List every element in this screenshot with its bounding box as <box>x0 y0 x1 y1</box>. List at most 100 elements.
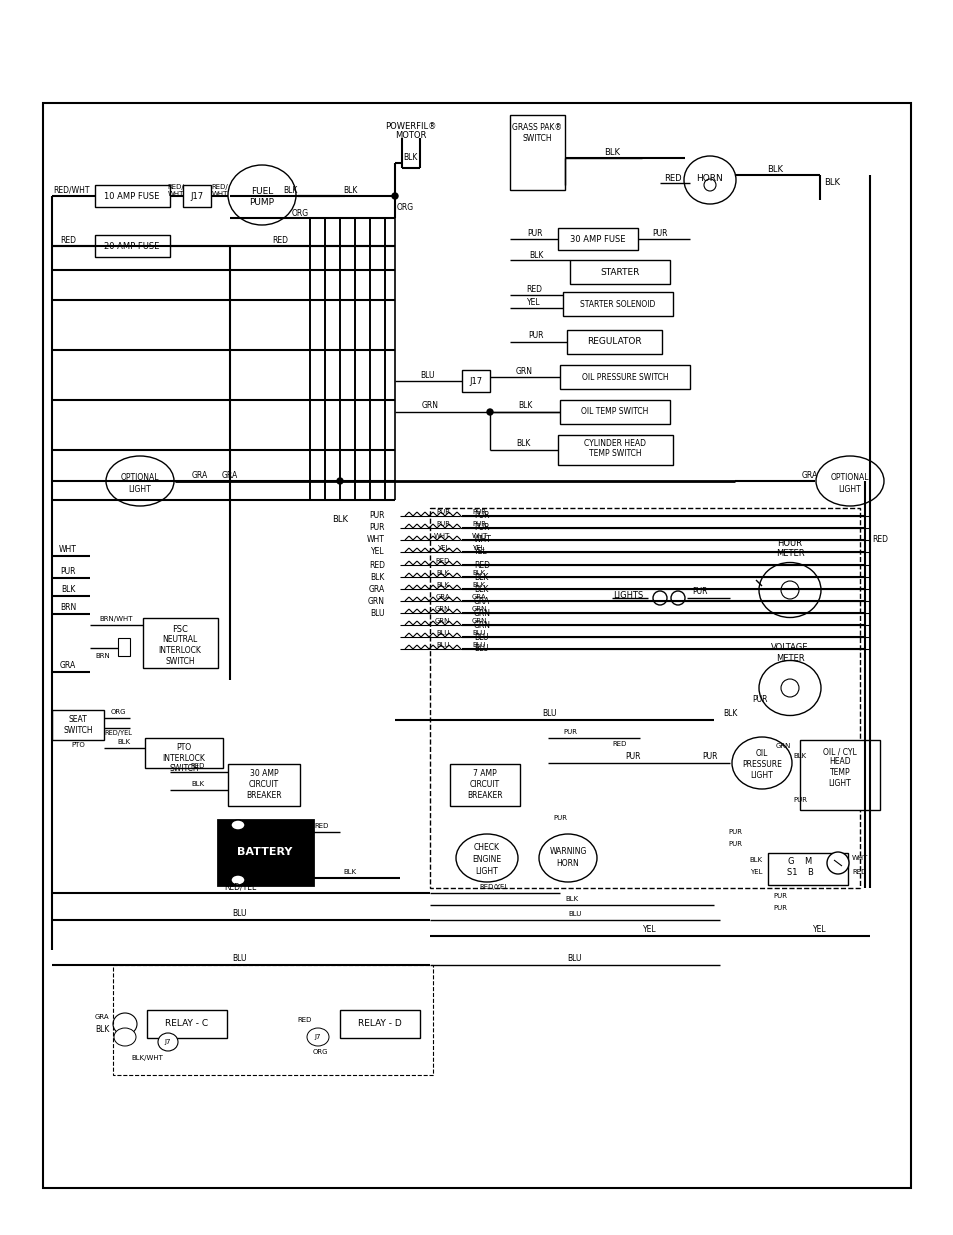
Text: OPTIONAL: OPTIONAL <box>830 473 868 482</box>
Text: POWERFIL®: POWERFIL® <box>385 121 436 131</box>
Bar <box>112 965 433 1074</box>
Bar <box>430 508 859 888</box>
Text: GRA: GRA <box>94 1014 110 1020</box>
Ellipse shape <box>670 592 684 605</box>
Text: TEMP SWITCH: TEMP SWITCH <box>588 450 640 458</box>
Ellipse shape <box>456 834 517 882</box>
Bar <box>558 435 672 466</box>
Ellipse shape <box>112 1013 137 1035</box>
Text: CIRCUIT: CIRCUIT <box>470 781 499 789</box>
Text: BLK: BLK <box>343 869 356 876</box>
Text: BRN: BRN <box>95 653 111 659</box>
Ellipse shape <box>683 156 735 204</box>
Text: PUR: PUR <box>727 829 741 835</box>
Text: GRA: GRA <box>222 471 238 479</box>
Text: OIL PRESSURE SWITCH: OIL PRESSURE SWITCH <box>581 373 668 382</box>
Text: PUR: PUR <box>727 841 741 847</box>
Text: METER: METER <box>775 550 803 558</box>
Text: BLK: BLK <box>528 251 542 259</box>
Text: PUR: PUR <box>692 588 707 597</box>
Bar <box>339 1010 419 1037</box>
Text: FSC: FSC <box>172 625 188 634</box>
Text: BLU: BLU <box>436 630 450 636</box>
Text: BLK: BLK <box>472 582 485 588</box>
Bar <box>183 185 211 207</box>
Ellipse shape <box>781 580 799 599</box>
Text: GRA: GRA <box>369 584 385 594</box>
Text: BLU: BLU <box>474 632 488 641</box>
Text: YEL: YEL <box>527 298 540 306</box>
Text: ORG: ORG <box>312 1049 328 1055</box>
Ellipse shape <box>759 562 821 618</box>
Text: BLK: BLK <box>766 164 782 173</box>
Ellipse shape <box>703 179 716 191</box>
Text: PUR: PUR <box>553 815 566 821</box>
Text: PTO: PTO <box>71 742 85 748</box>
Text: BLK/WHT: BLK/WHT <box>131 1055 163 1061</box>
Text: RED/
WHT: RED/ WHT <box>212 184 228 196</box>
Text: RED/YEL: RED/YEL <box>224 883 255 892</box>
Ellipse shape <box>231 876 245 885</box>
Ellipse shape <box>731 737 791 789</box>
Ellipse shape <box>106 456 173 506</box>
Bar <box>218 820 313 885</box>
Text: CYLINDER HEAD: CYLINDER HEAD <box>583 438 645 447</box>
Text: LIGHT: LIGHT <box>129 484 152 494</box>
Text: J17: J17 <box>469 377 482 385</box>
Text: PUR: PUR <box>772 893 786 899</box>
Text: RED: RED <box>852 869 866 876</box>
Text: GRA: GRA <box>435 594 450 600</box>
Text: LIGHT: LIGHT <box>838 484 861 494</box>
Text: YEL: YEL <box>437 545 450 551</box>
Text: RED: RED <box>314 823 329 829</box>
Text: GRN: GRN <box>368 597 385 605</box>
Text: GRN: GRN <box>421 401 438 410</box>
Bar <box>510 115 564 190</box>
Text: WHT: WHT <box>367 536 385 545</box>
Text: GRA: GRA <box>192 471 208 479</box>
Ellipse shape <box>826 852 848 874</box>
Text: SWITCH: SWITCH <box>165 657 194 667</box>
Text: ORG: ORG <box>396 203 414 211</box>
Text: PUR: PUR <box>474 524 489 532</box>
Text: ENGINE: ENGINE <box>472 856 501 864</box>
Text: PUR: PUR <box>369 511 385 520</box>
Text: PUR: PUR <box>752 695 767 704</box>
Ellipse shape <box>228 165 295 225</box>
Text: 30 AMP: 30 AMP <box>250 769 278 778</box>
Bar <box>559 366 689 389</box>
Text: BLK: BLK <box>342 185 356 194</box>
Ellipse shape <box>759 661 821 715</box>
Text: HOUR: HOUR <box>777 538 801 547</box>
Bar <box>800 740 879 810</box>
Text: WHT: WHT <box>59 546 77 555</box>
Text: PUR: PUR <box>528 331 543 341</box>
Text: RED: RED <box>272 236 288 245</box>
Ellipse shape <box>781 679 799 697</box>
Text: RED: RED <box>525 284 541 294</box>
Text: BLK: BLK <box>472 571 485 576</box>
Text: PUR: PUR <box>436 521 450 527</box>
Text: LIGHT: LIGHT <box>476 867 497 877</box>
Bar <box>118 638 130 656</box>
Text: BLK: BLK <box>402 152 416 162</box>
Text: HORN: HORN <box>556 860 578 868</box>
Circle shape <box>486 409 493 415</box>
Text: BLU: BLU <box>542 709 557 719</box>
Text: GRN: GRN <box>435 618 450 624</box>
Text: PUMP: PUMP <box>250 198 274 206</box>
Text: MOTOR: MOTOR <box>395 131 426 140</box>
Ellipse shape <box>231 820 245 830</box>
Text: PUR: PUR <box>701 752 717 762</box>
Text: PUR: PUR <box>562 729 577 735</box>
Text: INTERLOCK: INTERLOCK <box>162 755 205 763</box>
Text: BLU: BLU <box>568 911 581 918</box>
Text: WHT: WHT <box>474 536 492 545</box>
Ellipse shape <box>652 592 666 605</box>
Text: PUR: PUR <box>472 521 485 527</box>
Text: GRN: GRN <box>435 606 450 613</box>
Text: GRA: GRA <box>474 597 490 605</box>
Text: YEL: YEL <box>371 547 385 557</box>
Text: BLK: BLK <box>61 585 75 594</box>
Text: GRN: GRN <box>515 367 532 375</box>
